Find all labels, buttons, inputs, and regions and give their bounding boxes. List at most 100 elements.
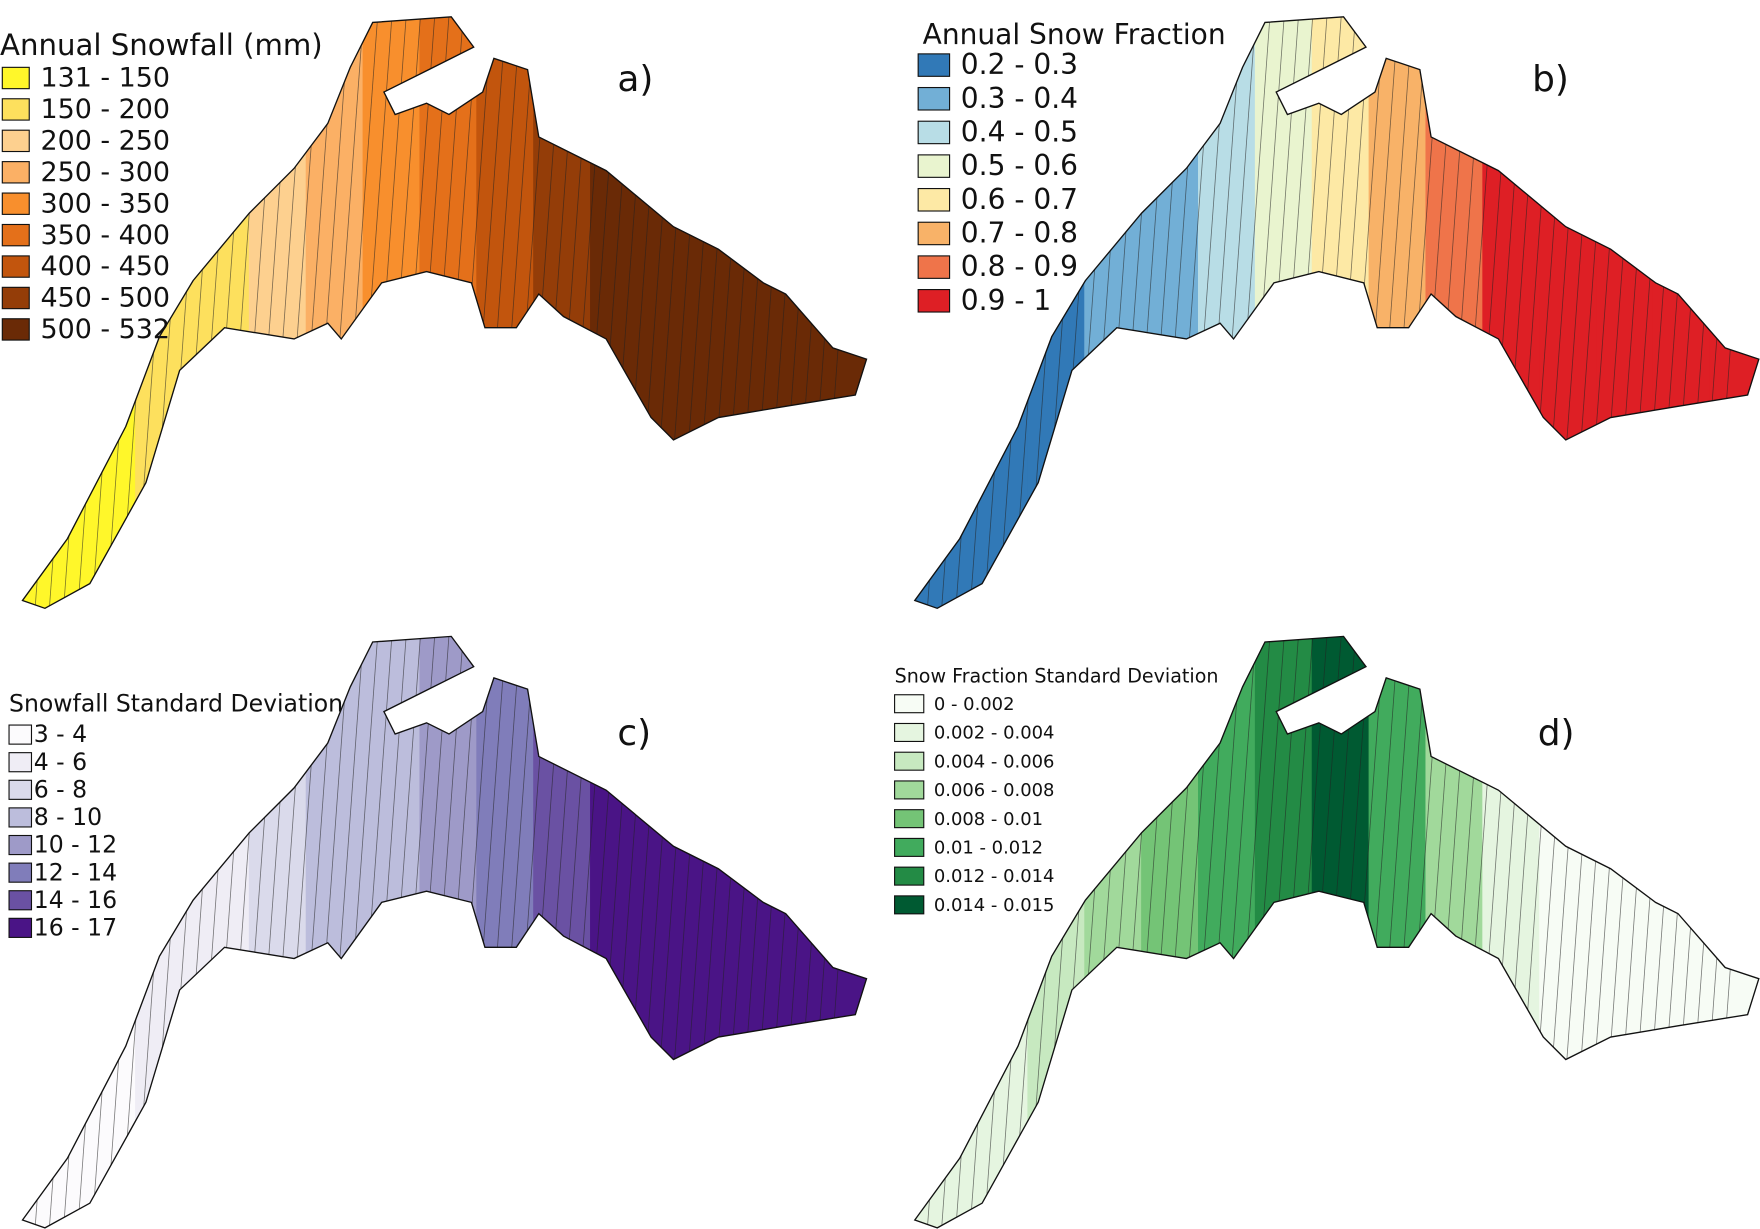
contour — [390, 16, 437, 609]
map-zone — [1368, 16, 1428, 609]
contour — [818, 16, 864, 609]
contour — [1311, 636, 1358, 1228]
contour — [433, 16, 480, 609]
legend-swatch — [8, 779, 33, 800]
legend-label: 0.4 - 0.5 — [961, 116, 1078, 149]
legend-label: 0.6 - 0.7 — [961, 183, 1078, 216]
legend-label: 0.006 - 0.008 — [934, 780, 1055, 801]
legend-label: 3 - 4 — [34, 720, 87, 748]
map-zone — [1709, 16, 1759, 609]
legend-label: 0.2 - 0.3 — [961, 48, 1078, 81]
legend-label: 12 - 14 — [34, 858, 117, 886]
legend-label: 0.3 - 0.4 — [961, 82, 1078, 115]
contour — [1696, 16, 1742, 609]
legend-label: 0.8 - 0.9 — [961, 250, 1078, 283]
legend-label: 10 - 12 — [34, 831, 117, 859]
legend-swatch — [1, 66, 30, 90]
panel: Snowfall Standard Deviation 3 - 44 - 66 -… — [8, 635, 868, 1229]
map-zone — [1141, 636, 1201, 1228]
legend-label: 150 - 200 — [40, 94, 170, 125]
legend-swatch — [894, 809, 925, 829]
legend-label: 0.008 - 0.01 — [934, 809, 1043, 830]
legend-swatch — [8, 834, 33, 856]
legend-title: Snowfall Standard Deviation — [9, 689, 343, 717]
legend-swatch — [1, 318, 30, 341]
legend-swatch — [894, 837, 925, 857]
legend-label: 200 - 250 — [40, 125, 170, 156]
legend-swatch — [8, 752, 33, 773]
legend-swatch — [1, 286, 30, 310]
contour — [1026, 636, 1072, 1228]
contour — [803, 636, 850, 1228]
legend-label: 0.9 - 1 — [961, 284, 1051, 317]
map-zone — [533, 16, 593, 609]
legend-swatch — [894, 694, 925, 714]
map-zone — [817, 636, 867, 1228]
legend-swatch — [8, 724, 33, 745]
panel-label: d) — [1538, 713, 1575, 754]
contour — [1681, 636, 1728, 1228]
legend-label: 400 - 450 — [40, 251, 170, 282]
legend-label: 450 - 500 — [40, 283, 170, 314]
legend-swatch — [1, 255, 30, 278]
contour — [1325, 636, 1372, 1228]
panel-label: a) — [617, 59, 653, 100]
map-zone — [1198, 636, 1258, 1228]
map-zone — [362, 636, 422, 1228]
legend-swatch — [1, 192, 30, 215]
legend-swatch — [917, 289, 951, 313]
contour — [789, 636, 836, 1228]
map-zone — [760, 636, 820, 1228]
legend-label: 300 - 350 — [40, 188, 170, 219]
legend-title: Annual Snow Fraction — [923, 18, 1226, 51]
legend-swatch — [894, 866, 925, 886]
contour — [419, 636, 465, 1228]
legend-label: 500 - 532 — [40, 314, 170, 345]
contour — [818, 636, 864, 1228]
map-zone — [533, 636, 593, 1228]
panel-label: c) — [617, 713, 651, 754]
contour — [803, 16, 850, 609]
map-zone — [817, 16, 867, 609]
legend-label: 0.012 - 0.014 — [934, 866, 1055, 887]
contour — [1282, 636, 1329, 1228]
map-zone — [1311, 16, 1371, 609]
legend-swatch — [917, 221, 951, 246]
contour — [433, 636, 480, 1228]
contour — [1696, 636, 1742, 1228]
legend-swatch — [917, 53, 951, 77]
map-zone — [419, 636, 479, 1228]
legend-swatch — [917, 120, 951, 145]
map-zone — [362, 16, 422, 609]
legend-label: 14 - 16 — [34, 886, 117, 914]
map-zone — [1652, 636, 1713, 1228]
legend-swatch — [894, 722, 925, 743]
legend-swatch — [894, 751, 925, 771]
contour — [1297, 16, 1343, 609]
legend-swatch — [8, 807, 33, 828]
contour — [1710, 636, 1757, 1228]
legend-swatch — [917, 255, 951, 279]
map-zone — [1198, 16, 1258, 609]
map-zone — [419, 16, 479, 609]
legend-label: 0.004 - 0.006 — [934, 751, 1055, 772]
legend-label: 0.01 - 0.012 — [934, 838, 1043, 859]
legend-label: 250 - 300 — [40, 157, 170, 188]
legend-title: Snow Fraction Standard Deviation — [895, 665, 1219, 687]
contour — [1325, 16, 1372, 609]
legend-label: 0.7 - 0.8 — [961, 217, 1078, 250]
legend-swatch — [917, 154, 951, 178]
legend-swatch — [1, 223, 30, 247]
legend-swatch — [1, 98, 30, 121]
map-zone — [476, 16, 536, 609]
map-zone — [305, 16, 365, 609]
legend-label: 131 - 150 — [40, 63, 170, 94]
contour — [1282, 16, 1329, 609]
legend-label: 6 - 8 — [34, 775, 87, 803]
legend-label: 350 - 400 — [40, 220, 170, 251]
map-zone — [1254, 16, 1314, 609]
